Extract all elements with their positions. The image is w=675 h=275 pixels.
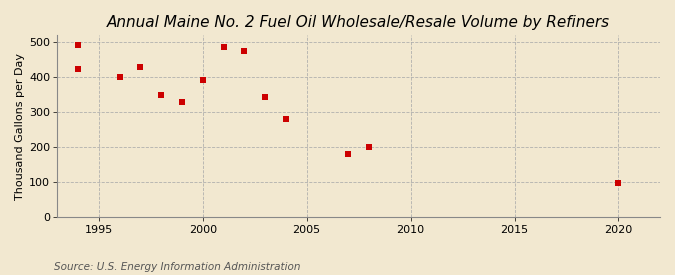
Point <box>114 75 125 79</box>
Point <box>73 43 84 47</box>
Point <box>156 93 167 98</box>
Text: Source: U.S. Energy Information Administration: Source: U.S. Energy Information Administ… <box>54 262 300 272</box>
Point <box>260 95 271 99</box>
Point <box>73 66 84 71</box>
Point <box>197 78 208 82</box>
Title: Annual Maine No. 2 Fuel Oil Wholesale/Resale Volume by Refiners: Annual Maine No. 2 Fuel Oil Wholesale/Re… <box>107 15 610 30</box>
Point <box>135 65 146 69</box>
Point <box>364 145 375 149</box>
Point <box>281 117 292 121</box>
Point <box>239 49 250 53</box>
Point <box>613 180 624 185</box>
Y-axis label: Thousand Gallons per Day: Thousand Gallons per Day <box>15 53 25 200</box>
Point <box>343 152 354 156</box>
Point <box>218 45 229 49</box>
Point <box>177 100 188 104</box>
